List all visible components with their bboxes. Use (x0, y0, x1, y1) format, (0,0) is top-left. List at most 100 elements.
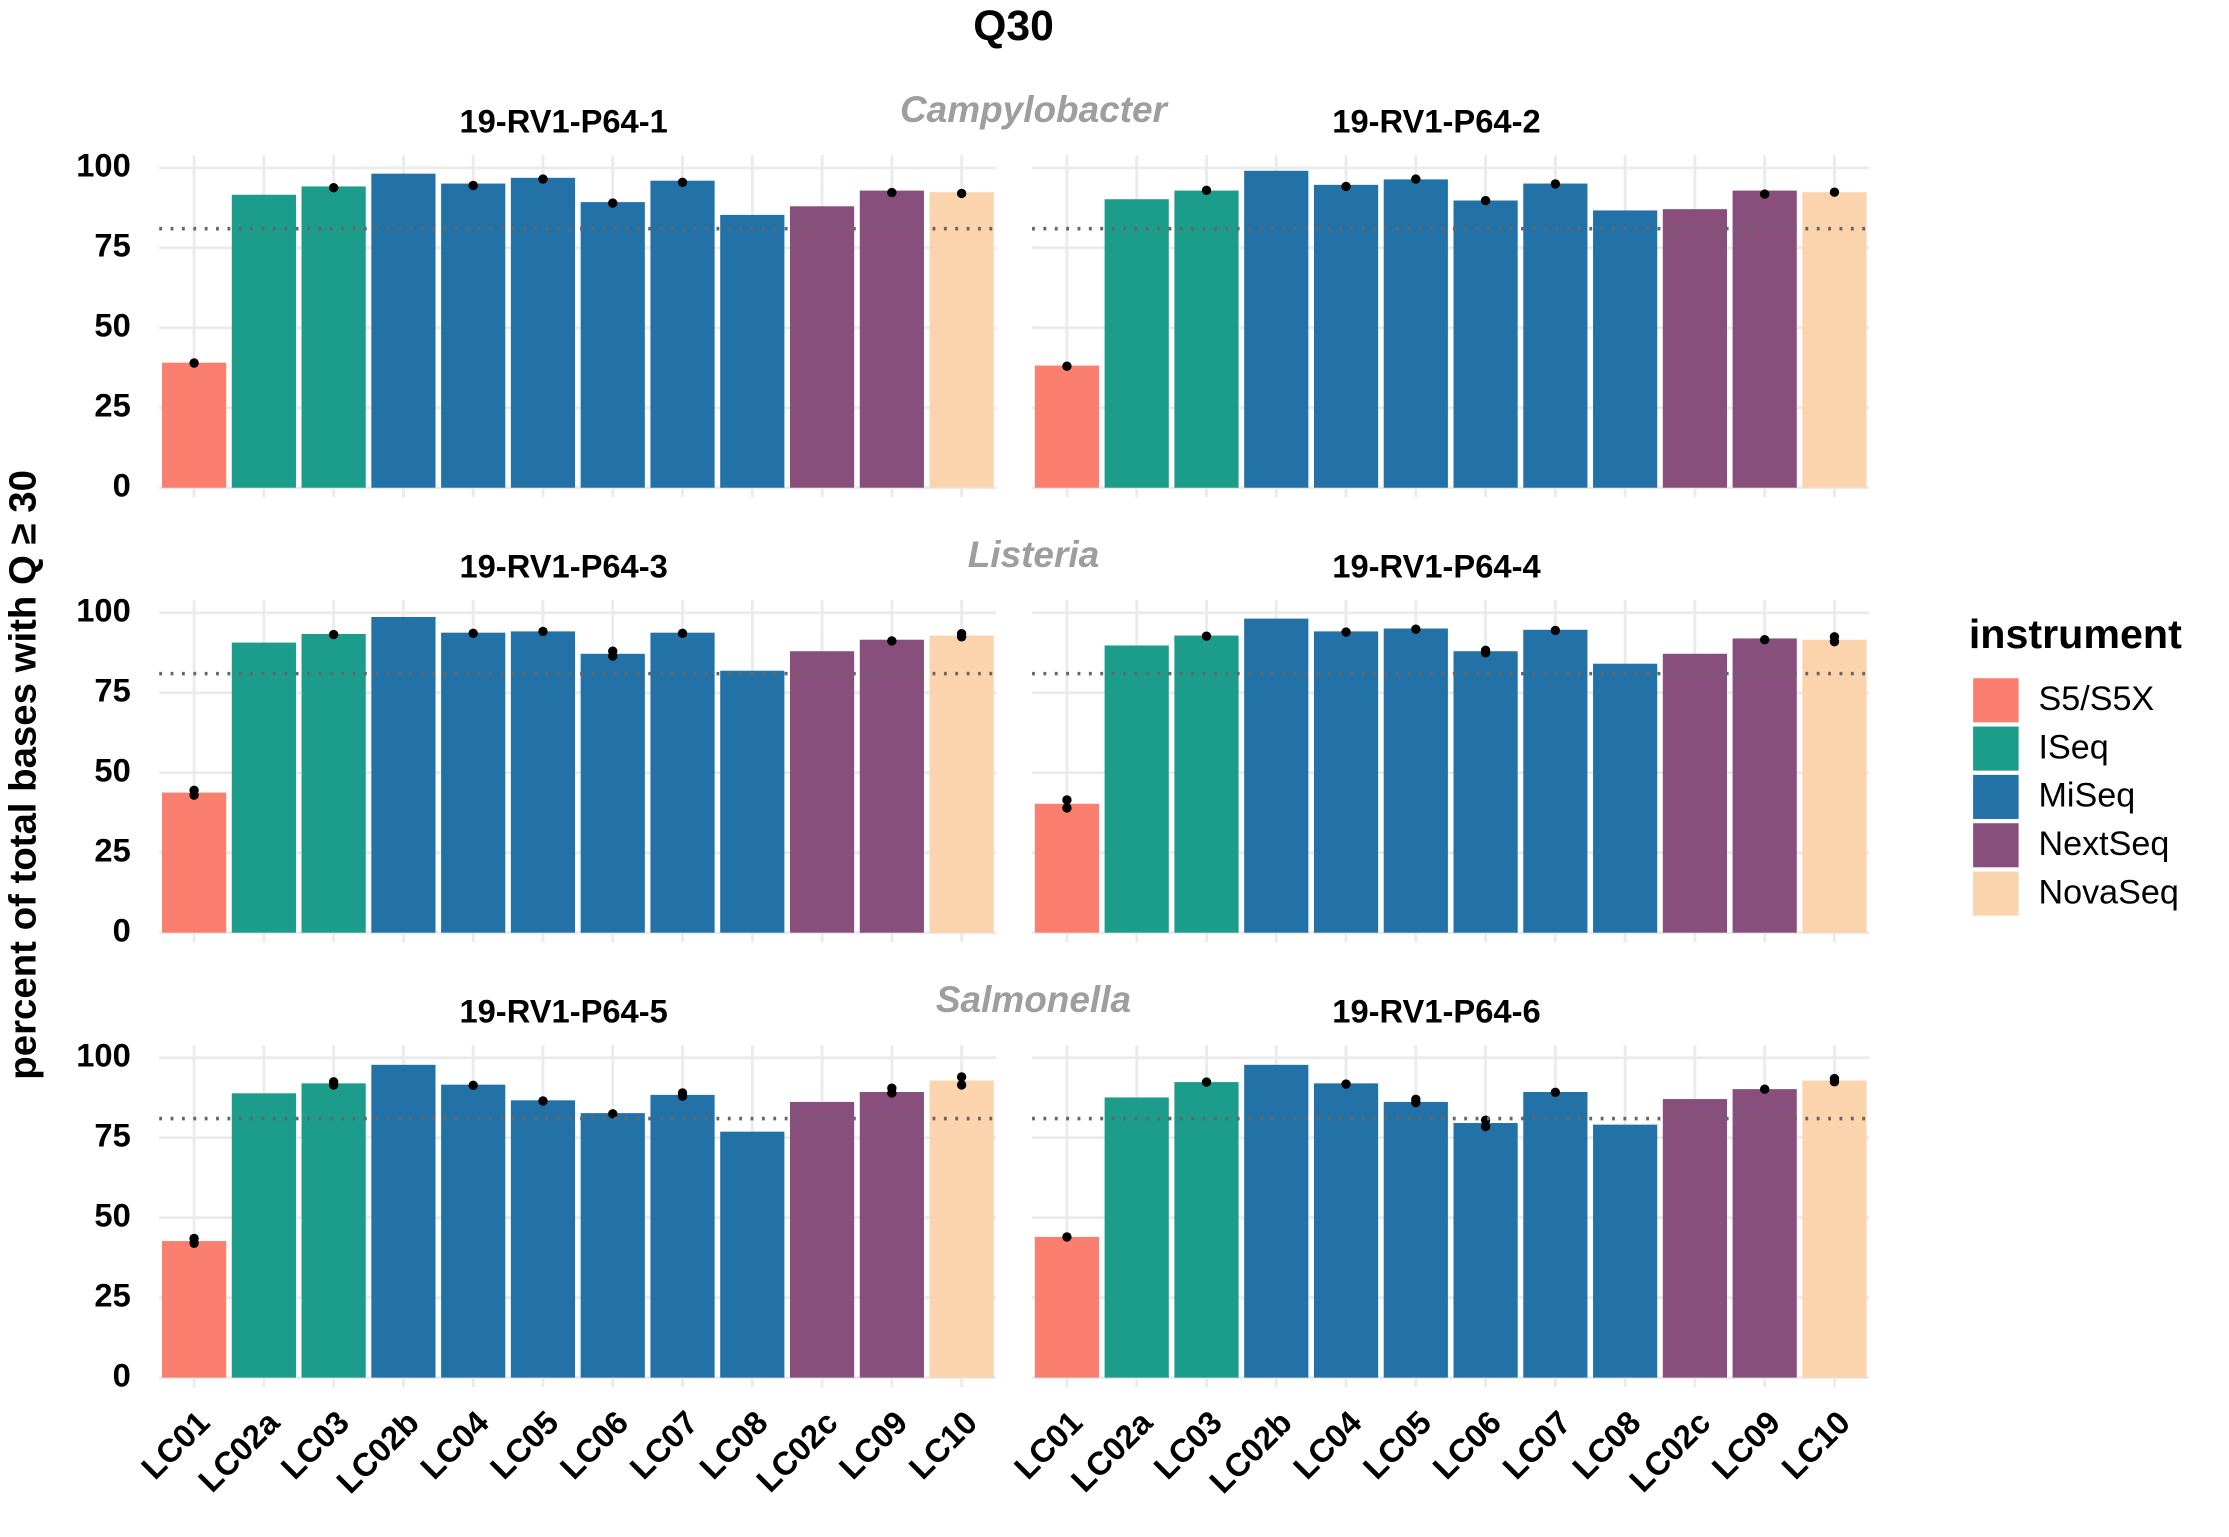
bar (1244, 1064, 1309, 1378)
replicate-point (1550, 179, 1561, 189)
bar (371, 616, 436, 933)
bar (720, 1131, 785, 1378)
x-tick-label: LC02c (749, 1403, 845, 1499)
bar (441, 1084, 506, 1378)
bar (580, 1113, 645, 1378)
organism-label: Listeria (968, 534, 1099, 575)
bar (789, 206, 855, 488)
replicate-point (1341, 1079, 1351, 1089)
bar (1662, 209, 1728, 488)
replicate-point (677, 177, 688, 187)
bar (1034, 803, 1100, 933)
replicate-point (608, 1109, 618, 1119)
y-tick-label: 0 (113, 1356, 131, 1393)
bar (1593, 1124, 1658, 1378)
bar (859, 190, 924, 488)
bar (929, 192, 994, 488)
x-tick-label: LC07 (622, 1403, 705, 1486)
x-tick-label: LC06 (552, 1403, 635, 1486)
x-tick-label: LC06 (1425, 1403, 1508, 1486)
replicate-point (608, 646, 618, 656)
replicate-point (887, 636, 897, 646)
bar (1313, 184, 1379, 488)
bar (789, 651, 855, 933)
legend-swatch (1973, 726, 2019, 771)
bar (371, 1064, 436, 1378)
panel-title: 19-RV1-P64-2 (1332, 102, 1540, 139)
bar (580, 653, 645, 933)
bar (301, 186, 366, 488)
replicate-point (189, 785, 199, 796)
bar (650, 632, 715, 933)
replicate-point (1062, 361, 1072, 371)
bar (929, 635, 994, 933)
replicate-point (538, 174, 548, 184)
replicate-point (887, 1083, 897, 1093)
bar (1593, 210, 1658, 488)
y-tick-label: 100 (76, 1036, 131, 1073)
bar (510, 631, 576, 933)
replicate-point (1411, 1094, 1421, 1105)
x-tick-label: LC10 (1774, 1403, 1857, 1486)
y-tick-label: 75 (94, 671, 130, 708)
bar (301, 1083, 366, 1378)
bar (231, 1093, 296, 1378)
replicate-point (1829, 632, 1840, 642)
replicate-point (677, 628, 688, 639)
bar (1593, 663, 1658, 933)
replicate-point (677, 1088, 688, 1098)
legend-swatch (1973, 823, 2019, 868)
x-tick-label: LC09 (1704, 1403, 1787, 1486)
x-tick-label: LC10 (901, 1403, 984, 1486)
y-tick-label: 0 (113, 911, 131, 948)
replicate-point (189, 1233, 199, 1244)
y-tick-label: 25 (94, 386, 130, 423)
replicate-point (956, 188, 967, 199)
x-tick-label: LC02a (1064, 1403, 1160, 1499)
y-tick-label: 75 (94, 226, 130, 263)
replicate-point (956, 1072, 967, 1082)
replicate-point (1062, 1232, 1072, 1242)
bar (650, 1094, 715, 1378)
replicate-point (538, 1096, 548, 1106)
bar (859, 639, 924, 933)
replicate-point (1550, 625, 1561, 636)
bar (162, 362, 227, 488)
panel-title: 19-RV1-P64-1 (459, 102, 667, 139)
legend-label: NextSeq (2039, 825, 2170, 863)
bar (371, 173, 436, 488)
panel-title: 19-RV1-P64-4 (1332, 547, 1540, 584)
y-axis-label: percent of total bases with Q ≥ 30 (2, 470, 45, 1080)
legend-label: S5/S5X (2039, 680, 2155, 718)
x-tick-label: LC04 (413, 1403, 496, 1486)
bar (720, 670, 785, 933)
bar (1174, 1082, 1239, 1378)
x-tick-label: LC05 (1356, 1403, 1439, 1486)
replicate-point (1759, 189, 1770, 199)
bar (231, 642, 296, 933)
bar (1104, 1097, 1169, 1378)
bar (1313, 631, 1379, 933)
organism-label: Campylobacter (900, 89, 1170, 130)
bar (1313, 1083, 1379, 1378)
bar (1453, 651, 1518, 933)
replicate-point (956, 1080, 967, 1090)
replicate-point (1201, 185, 1212, 195)
y-tick-label: 100 (76, 591, 131, 628)
replicate-point (1341, 627, 1351, 637)
replicate-point (1341, 181, 1351, 192)
chart-title: Q30 (973, 2, 1054, 50)
bar (1732, 638, 1797, 933)
bar (1104, 645, 1169, 933)
replicate-point (1550, 1087, 1561, 1098)
bar (1453, 200, 1518, 488)
bar (650, 180, 715, 488)
bar (1523, 629, 1588, 933)
bar (1802, 192, 1867, 488)
bar (1523, 183, 1588, 488)
bar (162, 792, 227, 933)
replicate-point (328, 629, 339, 640)
bar (1383, 179, 1448, 488)
replicate-point (189, 358, 199, 368)
bar (1104, 199, 1169, 488)
